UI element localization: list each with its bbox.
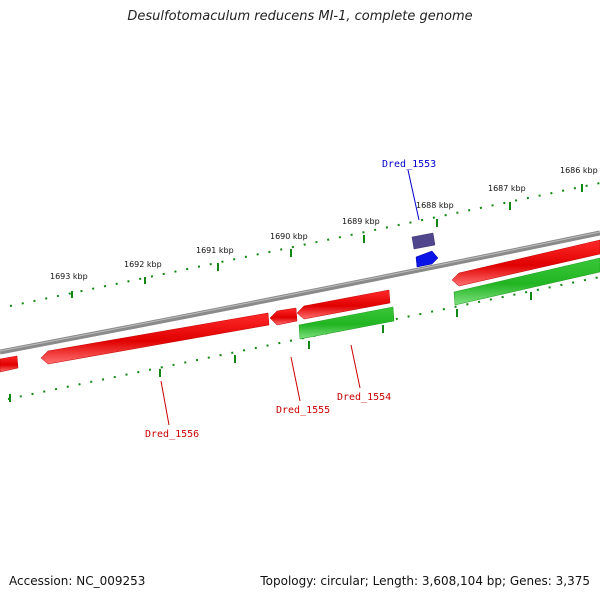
- inner-ruler: [7, 276, 600, 402]
- gene-arrow-green[interactable]: [298, 306, 395, 340]
- gene-arrow-red[interactable]: [0, 355, 19, 373]
- gene-arrow-green[interactable]: [453, 257, 600, 306]
- kbp-label: 1689 kbp: [342, 217, 380, 226]
- kbp-label: 1691 kbp: [196, 246, 234, 255]
- outer-ruler-dots: [9, 182, 600, 307]
- genome-backbone-highlight: [0, 231, 600, 352]
- leader-line-dred-1556: [160, 380, 170, 426]
- gene-arrow-dred-1553[interactable]: [415, 250, 439, 268]
- leader-line-dred-1553: [407, 169, 420, 221]
- gene-label-dred-1555[interactable]: Dred_1555: [276, 405, 330, 416]
- leader-line-dred-1555: [290, 356, 301, 402]
- kbp-label: 1690 kbp: [270, 232, 308, 241]
- gene-label-dred-1554[interactable]: Dred_1554: [337, 392, 391, 403]
- gene-label-dred-1553[interactable]: Dred_1553: [382, 159, 436, 170]
- accession-text: Accession: NC_009253: [9, 574, 146, 588]
- topology-text: Topology: circular; Length: 3,608,104 bp…: [260, 574, 590, 588]
- leader-line-dred-1554: [350, 344, 361, 389]
- gene-arrow-red[interactable]: [451, 239, 600, 287]
- gene-label-dred-1556[interactable]: Dred_1556: [145, 429, 199, 440]
- gene-block-purple[interactable]: [411, 232, 436, 250]
- gene-arrow-dred-1555[interactable]: [269, 307, 298, 326]
- kbp-label: 1687 kbp: [488, 184, 526, 193]
- kbp-label: 1692 kbp: [124, 260, 162, 269]
- outer-ruler: [9, 182, 600, 307]
- gene-arrow-dred-1554[interactable]: [296, 289, 391, 320]
- kbp-label: 1688 kbp: [416, 201, 454, 210]
- gene-arrow-dred-1556[interactable]: [40, 312, 270, 365]
- kbp-label: 1693 kbp: [50, 272, 88, 281]
- genome-backbone: [0, 230, 600, 355]
- genome-title: Desulfotomaculum reducens MI-1, complete…: [127, 9, 473, 24]
- kbp-label: 1686 kbp: [560, 166, 598, 175]
